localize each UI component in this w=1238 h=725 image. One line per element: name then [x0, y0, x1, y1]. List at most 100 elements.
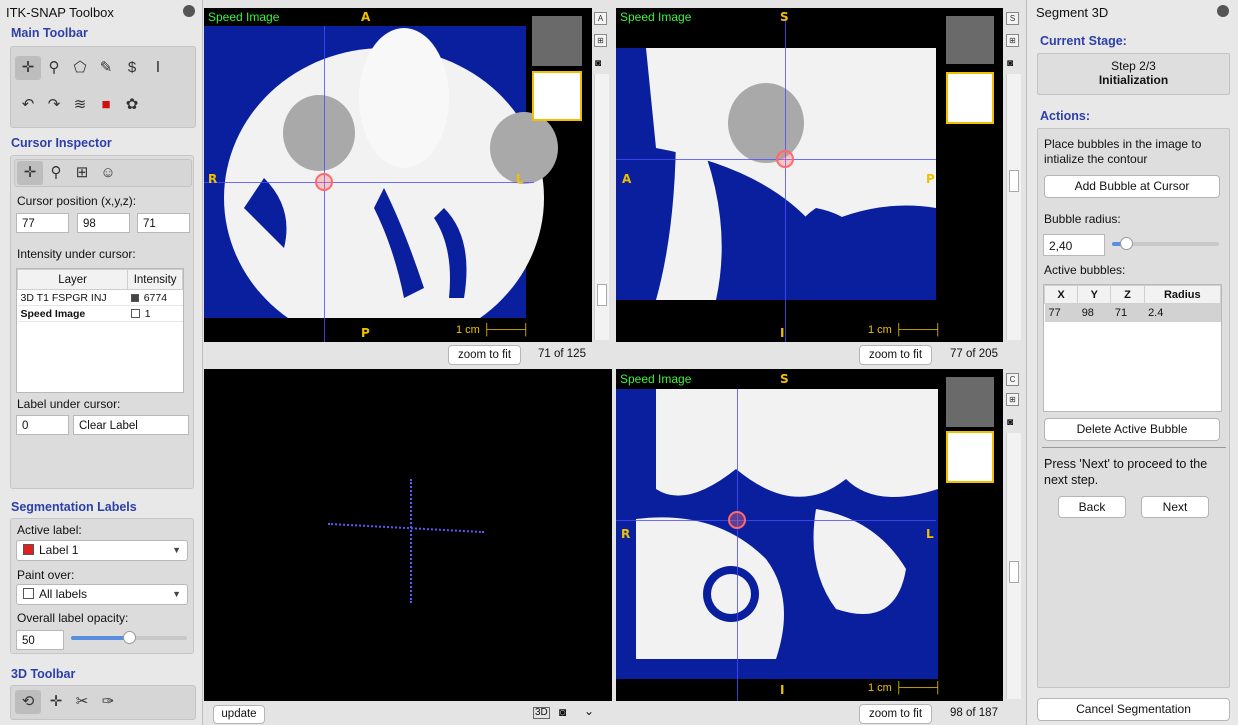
opacity-field[interactable]: 50	[16, 630, 64, 650]
instructions-text: Place bubbles in the image to intialize …	[1044, 137, 1202, 166]
all-labels-icon	[23, 588, 34, 599]
person-icon[interactable]: ☺	[100, 164, 116, 181]
back-button[interactable]: Back	[1058, 496, 1126, 518]
axial-viewport[interactable]: Speed Image A P R L 1 cm ├────┤	[204, 8, 592, 342]
scrollbar-thumb[interactable]	[597, 284, 607, 306]
cancel-segmentation-button[interactable]: Cancel Segmentation	[1037, 698, 1230, 721]
crosshair-3d-icon[interactable]: ✛	[49, 693, 63, 710]
annotation-tool-icon[interactable]: Ⅰ	[155, 59, 161, 76]
active-label-value: Label 1	[39, 543, 79, 557]
layer-name: Speed Image	[17, 305, 128, 322]
chevron-down-icon[interactable]: ⌄	[584, 704, 595, 718]
layer-label: Speed Image	[620, 372, 692, 386]
thumbnail-speed[interactable]	[532, 71, 582, 121]
zoom-to-fit-button[interactable]: zoom to fit	[859, 704, 932, 724]
panel-options-icon[interactable]	[183, 5, 195, 17]
orientation-right: L	[516, 172, 524, 186]
view-letter-button[interactable]: C	[1006, 373, 1019, 386]
sagittal-image	[616, 48, 1003, 342]
camera-icon[interactable]: ◙	[1007, 417, 1014, 428]
zoom-icon[interactable]: ⚲	[50, 164, 62, 181]
crosshair-tool-icon[interactable]: ✛	[15, 56, 41, 80]
scrollbar-thumb[interactable]	[1009, 170, 1019, 192]
intensity-table[interactable]: Layer Intensity 3D T1 FSPGR INJ 6774 Spee…	[16, 268, 184, 393]
cursor-y-field[interactable]: 98	[77, 213, 130, 233]
paint-over-value: All labels	[39, 587, 88, 601]
zoom-to-fit-button[interactable]: zoom to fit	[859, 345, 932, 365]
zoom-to-fit-button[interactable]: zoom to fit	[448, 345, 521, 365]
crosshair-icon[interactable]: ✛	[17, 161, 43, 185]
layout-icon[interactable]: ⊞	[1006, 393, 1019, 406]
active-bubbles-label: Active bubbles:	[1044, 263, 1126, 277]
segment-3d-panel: Segment 3D Current Stage: Step 2/3 Initi…	[1026, 0, 1238, 725]
thumbnail-speed[interactable]	[946, 72, 994, 124]
panel-options-icon[interactable]	[1217, 5, 1229, 17]
zoom-tool-icon[interactable]: ⚲	[48, 59, 60, 76]
paint-over-select[interactable]: All labels ▼	[16, 584, 188, 605]
slice-scrollbar[interactable]	[1006, 433, 1021, 699]
view-letter-button[interactable]: S	[1006, 12, 1019, 25]
slice-scrollbar[interactable]	[594, 74, 609, 340]
redo-icon[interactable]: ↷	[47, 96, 61, 113]
layout-icon[interactable]: ⊞	[594, 34, 607, 47]
opacity-slider-knob[interactable]	[123, 631, 136, 644]
label-name-field[interactable]: Clear Label	[73, 415, 189, 435]
intensity-column-header[interactable]: Intensity	[127, 269, 183, 290]
thumbnail-anatomy[interactable]	[946, 16, 994, 64]
bubble-marker[interactable]	[776, 150, 794, 168]
camera-icon[interactable]: ◙	[595, 58, 602, 69]
bubble-z-header[interactable]: Z	[1110, 285, 1145, 304]
thumbnail-anatomy[interactable]	[532, 16, 582, 66]
bubble-marker[interactable]	[728, 511, 746, 529]
coronal-viewport[interactable]: Speed Image S I R L 1 cm ├────┤	[616, 369, 1003, 701]
toolbar-3d: ⟲ ✛ ✂ ✑	[10, 685, 196, 720]
update-button[interactable]: update	[213, 705, 265, 724]
active-bubbles-table[interactable]: X Y Z Radius 77 98 71 2.4	[1043, 284, 1222, 412]
thumbnail-speed[interactable]	[946, 431, 994, 483]
table-row[interactable]: Speed Image 1	[17, 305, 183, 322]
table-row[interactable]: 77 98 71 2.4	[1044, 303, 1221, 322]
slice-scrollbar[interactable]	[1006, 74, 1021, 340]
add-bubble-button[interactable]: Add Bubble at Cursor	[1044, 175, 1220, 198]
camera-icon[interactable]: ◙	[559, 705, 567, 719]
undo-icon[interactable]: ↶	[21, 96, 35, 113]
next-button[interactable]: Next	[1141, 496, 1209, 518]
render-3d-viewport[interactable]	[204, 369, 612, 701]
label-id-field[interactable]: 0	[16, 415, 69, 435]
spray-icon[interactable]: ✑	[101, 693, 115, 710]
polygon-tool-icon[interactable]: ⬠	[73, 59, 87, 76]
layer-column-header[interactable]: Layer	[16, 269, 129, 290]
scrollbar-thumb[interactable]	[1009, 561, 1019, 583]
bubble-radius-field[interactable]: 2,40	[1043, 234, 1105, 256]
palette-icon[interactable]: ✿	[125, 96, 139, 113]
sagittal-sidebar: S ⊞ ◙	[1003, 8, 1023, 342]
grid-icon[interactable]: ⊞	[75, 164, 89, 181]
thumbnail-anatomy[interactable]	[946, 377, 994, 427]
camera-icon[interactable]: ◙	[1007, 58, 1014, 69]
bubble-marker[interactable]	[315, 173, 333, 191]
3d-view-icon[interactable]: 3D	[533, 707, 550, 719]
paintbrush-tool-icon[interactable]: ✎	[99, 59, 113, 76]
layout-icon[interactable]: ⊞	[1006, 34, 1019, 47]
opacity-slider[interactable]	[71, 631, 187, 644]
snake-tool-icon[interactable]: $	[127, 59, 137, 76]
cursor-x-field[interactable]: 77	[16, 213, 69, 233]
crosshair-horizontal	[204, 182, 534, 183]
active-label-select[interactable]: Label 1 ▼	[16, 540, 188, 561]
table-row[interactable]: 3D T1 FSPGR INJ 6774	[17, 289, 183, 306]
view-letter-button[interactable]: A	[594, 12, 607, 25]
rotate-3d-icon[interactable]: ⟲	[15, 690, 41, 714]
bubble-radius-slider[interactable]	[1112, 237, 1219, 250]
label-color-icon[interactable]: ■	[101, 96, 111, 113]
scalpel-icon[interactable]: ✂	[75, 693, 89, 710]
bubble-y-header[interactable]: Y	[1077, 285, 1112, 304]
layers-icon[interactable]: ≋	[73, 96, 87, 113]
sagittal-viewport[interactable]: Speed Image S I A P 1 cm ├────┤	[616, 8, 1003, 342]
delete-bubble-button[interactable]: Delete Active Bubble	[1044, 418, 1220, 441]
radius-slider-knob[interactable]	[1120, 237, 1133, 250]
bubble-x-header[interactable]: X	[1043, 285, 1079, 304]
cursor-z-field[interactable]: 71	[137, 213, 190, 233]
scale-bar-label: 1 cm	[456, 324, 480, 336]
bubble-radius-header[interactable]: Radius	[1143, 285, 1222, 304]
intensity-label: Intensity under cursor:	[17, 247, 136, 261]
